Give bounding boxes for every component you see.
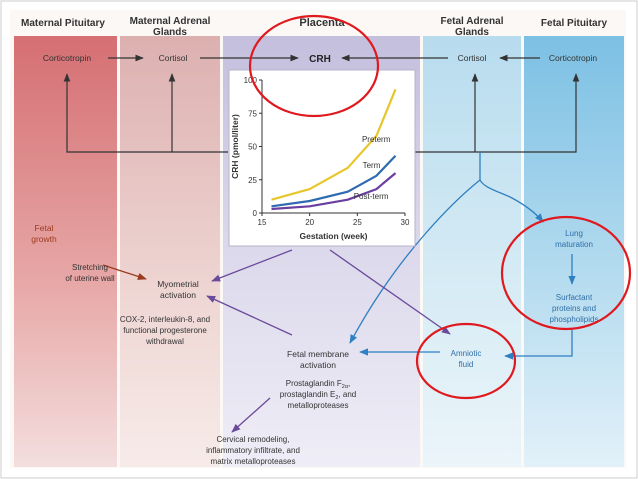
chart-series-label-preterm: Preterm xyxy=(362,135,391,144)
band-maternal-pituitary xyxy=(14,36,117,467)
arrow-membrane-to-myometrial xyxy=(206,295,293,336)
arrow-cortisol-to-lung xyxy=(479,152,544,223)
label-prostaglandin-2-sub: 2 xyxy=(335,395,338,401)
header-maternal-pituitary: Maternal Pituitary xyxy=(21,18,105,29)
label-fetal-growth-2: growth xyxy=(31,234,57,244)
label-prostaglandin-2-end: , and xyxy=(338,390,356,399)
chart-y-tick-label: 75 xyxy=(248,109,257,118)
crh-chart: 0 25 50 75 100 15 20 25 30 Gestation (week) CRH (p… xyxy=(230,76,410,241)
band-fetal-pituitary xyxy=(524,36,624,467)
annotation-circle-crh xyxy=(248,14,380,118)
chart-x-tick-label: 15 xyxy=(258,218,267,227)
chart-y-tick-label: 0 xyxy=(253,209,258,218)
header-maternal-adrenal-1: Maternal Adrenal xyxy=(130,16,211,27)
chart-x-axis-label: Gestation (week) xyxy=(299,231,367,241)
band-fetal-adrenal xyxy=(423,36,521,467)
header-placenta: Placenta xyxy=(299,17,345,29)
label-myometrial-1: Myometrial xyxy=(157,279,199,289)
label-myometrial-2: activation xyxy=(160,290,196,300)
hormone-cortisol-fetal: Cortisol xyxy=(458,53,487,63)
chart-x-tick-label: 20 xyxy=(305,218,314,227)
chart-series-label-post-term: Post-term xyxy=(354,192,389,201)
chart-series-post-term xyxy=(271,172,397,211)
label-cervical-3: matrix metalloproteases xyxy=(211,457,296,466)
crh-chart-box xyxy=(228,69,416,247)
label-surfactant-3: phospholipids xyxy=(550,315,599,324)
label-prostaglandin-3: metalloproteases xyxy=(288,401,349,410)
header-fetal-adrenal-1: Fetal Adrenal xyxy=(441,16,504,27)
hormone-corticotropin-maternal: Corticotropin xyxy=(43,53,91,63)
header-fetal-pituitary: Fetal Pituitary xyxy=(541,18,608,29)
band-maternal-adrenal xyxy=(120,36,220,467)
chart-series-label-term: Term xyxy=(363,161,381,170)
label-stretching-2: of uterine wall xyxy=(65,274,115,283)
chart-series-term xyxy=(271,155,397,208)
chart-series-preterm xyxy=(271,88,397,201)
label-prostaglandin-1: Prostaglandin F2α, xyxy=(286,379,351,390)
chart-x-tick-label: 30 xyxy=(401,218,410,227)
label-prostaglandin-2-main: prostaglandin E xyxy=(280,390,336,399)
header-fetal-adrenal-2: Glands xyxy=(455,27,489,38)
chart-x-tick-label: 25 xyxy=(353,218,362,227)
hormone-corticotropin-fetal: Corticotropin xyxy=(549,53,597,63)
label-prostaglandin-1-end: , xyxy=(348,379,350,388)
label-amniotic-2: fluid xyxy=(459,360,474,369)
hormone-cortisol-maternal: Cortisol xyxy=(159,53,188,63)
label-stretching-1: Stretching xyxy=(72,263,108,272)
label-prostaglandin-2: prostaglandin E2, and xyxy=(280,390,356,401)
label-cervical-1: Cervical remodeling, xyxy=(217,435,290,444)
feedback-corticotropin-fetal xyxy=(412,73,580,153)
label-fetal-growth-1: Fetal xyxy=(35,223,54,233)
label-surfactant-1: Surfactant xyxy=(556,293,593,302)
annotation-circle-amniotic xyxy=(415,322,517,400)
annotation-circle-lung xyxy=(500,215,632,331)
label-prostaglandin-1-main: Prostaglandin F xyxy=(286,379,342,388)
arrow-crh-to-amniotic xyxy=(329,249,451,335)
arrow-stretching-to-myometrial xyxy=(102,264,147,280)
label-surfactant-2: proteins and xyxy=(552,304,596,313)
label-cox-1: COX-2, interleukin-8, and xyxy=(120,315,210,324)
label-fetal-membrane-2: activation xyxy=(300,360,336,370)
hormone-crh: CRH xyxy=(309,54,331,65)
label-cox-2: functional progesterone xyxy=(123,326,207,335)
chart-y-tick-label: 50 xyxy=(248,143,257,152)
label-prostaglandin-1-sub: 2α xyxy=(342,384,349,390)
chart-y-tick-label: 25 xyxy=(248,176,257,185)
label-lung-2: maturation xyxy=(555,240,593,249)
label-fetal-membrane-1: Fetal membrane xyxy=(287,349,349,359)
arrow-cortisol-to-membrane xyxy=(349,179,481,344)
label-cox-3: withdrawal xyxy=(145,337,184,346)
label-amniotic-1: Amniotic xyxy=(451,349,482,358)
chart-y-tick-label: 100 xyxy=(244,76,258,85)
header-maternal-adrenal-2: Glands xyxy=(153,27,187,38)
arrow-membrane-to-cervical xyxy=(231,397,271,433)
chart-y-axis-label: CRH (pmol/liter) xyxy=(230,114,240,179)
feedback-corticotropin-maternal xyxy=(63,73,228,153)
arrow-crh-to-myometrial xyxy=(211,249,293,282)
arrow-surfactant-to-amniotic xyxy=(504,330,573,360)
label-cervical-2: inflammatory infiltrate, and xyxy=(206,446,300,455)
label-lung-1: Lung xyxy=(565,229,583,238)
